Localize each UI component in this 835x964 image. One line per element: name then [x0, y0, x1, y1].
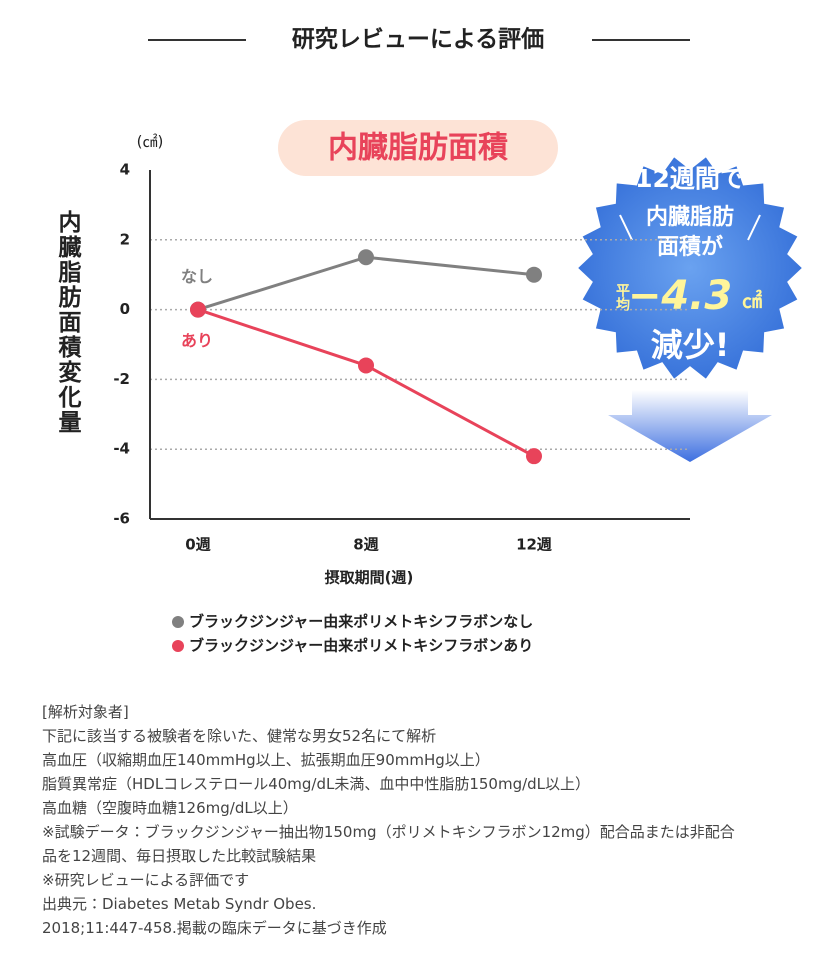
- data-point: [358, 357, 374, 374]
- note-line: ※試験データ：ブラックジンジャー抽出物150mg（ポリメトキシフラボン12mg）…: [42, 823, 735, 841]
- y-tick-label: -2: [113, 370, 130, 388]
- y-unit: (㎠): [137, 133, 164, 151]
- badge-star: [573, 153, 807, 383]
- legend-marker: [172, 640, 184, 652]
- badge-text: 面積が: [657, 234, 723, 260]
- legend-label: ブラックジンジャー由来ポリメトキシフラボンあり: [189, 637, 533, 655]
- badge-text: 12週間で: [635, 164, 745, 193]
- note-line: [解析対象者]: [42, 703, 129, 721]
- data-point: [190, 301, 206, 318]
- y-tick-label: -4: [113, 440, 130, 458]
- y-tick-label: 4: [120, 161, 130, 179]
- note-line: 2018;11:447-458.掲載の臨床データに基づき作成: [42, 919, 387, 937]
- y-axis-label: 内臓脂肪面積変化量: [54, 210, 80, 435]
- series-label: あり: [181, 331, 213, 350]
- axes: -6 -4 -2 0 2 4 0週 8週 12週: [113, 161, 690, 554]
- y-tick-label: 2: [120, 230, 130, 248]
- y-tick-label: -6: [113, 510, 130, 528]
- series-label: なし: [181, 267, 213, 286]
- note-line: 品を12週間、毎日摂取した比較試験結果: [42, 847, 317, 865]
- badge-deco: [619, 214, 633, 241]
- title-pill: [278, 120, 558, 176]
- x-tick-label: 8週: [353, 536, 378, 554]
- y-tick-label: 0: [120, 300, 130, 318]
- notes: [解析対象者] 下記に該当する被験者を除いた、健常な男女52名にて解析高血圧（収縮…: [42, 700, 735, 940]
- data-point: [526, 266, 542, 283]
- x-axis-label: 摂取期間(週): [325, 569, 414, 587]
- header-title: 研究レビューによる評価: [292, 26, 544, 53]
- badge-prefix: 平均: [614, 283, 630, 312]
- note-line: 高血圧（収縮期血圧140mmHg以上、拡張期血圧90mmHg以上）: [42, 751, 490, 769]
- legend-marker: [172, 616, 184, 628]
- note-line: 下記に該当する被験者を除いた、健常な男女52名にて解析: [42, 727, 437, 745]
- badge-text: 減少!: [651, 326, 730, 364]
- x-tick-label: 0週: [185, 536, 210, 554]
- note-line: 脂質異常症（HDLコレステロール40mg/dL未満、血中中性脂肪150mg/dL…: [42, 775, 591, 793]
- note-line: 出典元：Diabetes Metab Syndr Obes.: [42, 895, 317, 913]
- series-line: [197, 308, 535, 458]
- legend-label: ブラックジンジャー由来ポリメトキシフラボンなし: [189, 613, 533, 631]
- note-line: ※研究レビューによる評価です: [42, 871, 250, 889]
- chart-title: 内臓脂肪面積: [328, 131, 508, 166]
- badge-text: 内臓脂肪: [646, 204, 734, 230]
- badge-amount: −4.3: [628, 273, 732, 319]
- data-point: [358, 249, 374, 266]
- badge-unit: ㎠: [742, 289, 762, 313]
- data-point: [526, 448, 542, 465]
- badge-deco: [747, 214, 761, 241]
- x-tick-label: 12週: [516, 536, 552, 554]
- arrow: [608, 390, 772, 462]
- note-line: 高血糖（空腹時血糖126mg/dL以上）: [42, 799, 298, 817]
